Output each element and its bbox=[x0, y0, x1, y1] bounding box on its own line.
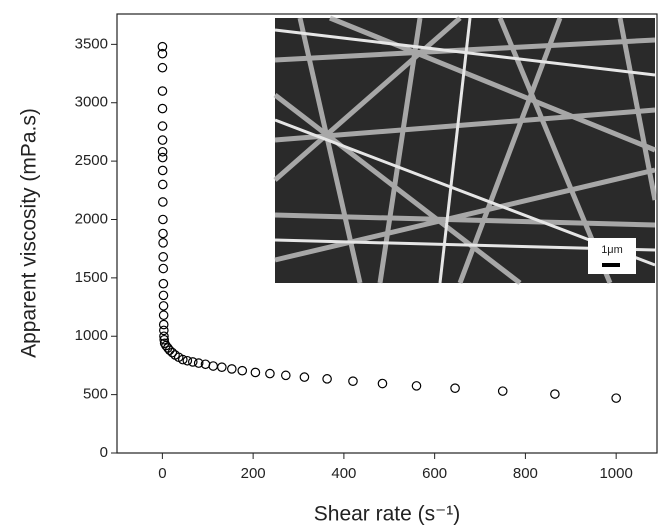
y-tick-label: 2000 bbox=[75, 210, 108, 227]
x-tick-label: 1000 bbox=[599, 465, 632, 482]
x-axis-title: Shear rate (s⁻¹) bbox=[314, 503, 460, 526]
data-point bbox=[412, 382, 420, 390]
data-point bbox=[158, 153, 166, 161]
data-point bbox=[159, 239, 167, 247]
data-point bbox=[451, 384, 459, 392]
data-point bbox=[159, 180, 167, 188]
data-point bbox=[228, 365, 236, 373]
data-point bbox=[612, 394, 620, 402]
y-tick-label: 1500 bbox=[75, 269, 108, 286]
y-tick-label: 3500 bbox=[75, 35, 108, 52]
data-point bbox=[349, 377, 357, 385]
data-point bbox=[218, 363, 226, 371]
y-tick-label: 2500 bbox=[75, 152, 108, 169]
x-tick-label: 0 bbox=[158, 465, 166, 482]
data-point bbox=[158, 136, 166, 144]
data-point bbox=[551, 390, 559, 398]
y-axis-title: Apparent viscosity (mPa.s) bbox=[18, 108, 41, 358]
inset-image: 1μm bbox=[275, 18, 655, 283]
scale-label: 1μm bbox=[601, 244, 623, 256]
data-point bbox=[282, 371, 290, 379]
y-tick-label: 1000 bbox=[75, 327, 108, 344]
data-point bbox=[159, 264, 167, 272]
data-point bbox=[323, 375, 331, 383]
data-point bbox=[159, 229, 167, 237]
data-point bbox=[159, 253, 167, 261]
data-point bbox=[189, 358, 197, 366]
data-point bbox=[158, 166, 166, 174]
data-point bbox=[159, 280, 167, 288]
x-tick-label: 200 bbox=[241, 465, 266, 482]
chart: 1μm Shear rate (s⁻¹) Apparent viscosity … bbox=[0, 0, 661, 530]
data-point bbox=[266, 369, 274, 377]
data-point bbox=[238, 366, 246, 374]
data-point bbox=[251, 368, 259, 376]
data-point bbox=[300, 373, 308, 381]
data-point bbox=[158, 122, 166, 130]
data-point bbox=[159, 198, 167, 206]
data-point bbox=[159, 311, 167, 319]
data-point bbox=[209, 362, 217, 370]
data-point bbox=[159, 291, 167, 299]
y-tick-label: 500 bbox=[83, 386, 108, 403]
y-tick-label: 3000 bbox=[75, 94, 108, 111]
data-point bbox=[159, 215, 167, 223]
data-point bbox=[378, 379, 386, 387]
x-tick-label: 400 bbox=[331, 465, 356, 482]
x-tick-label: 600 bbox=[422, 465, 447, 482]
data-point bbox=[499, 387, 507, 395]
data-point bbox=[158, 104, 166, 112]
x-tick-label: 800 bbox=[513, 465, 538, 482]
y-tick-label: 0 bbox=[100, 444, 108, 461]
data-point bbox=[158, 87, 166, 95]
data-point bbox=[158, 64, 166, 72]
data-point bbox=[159, 302, 167, 310]
